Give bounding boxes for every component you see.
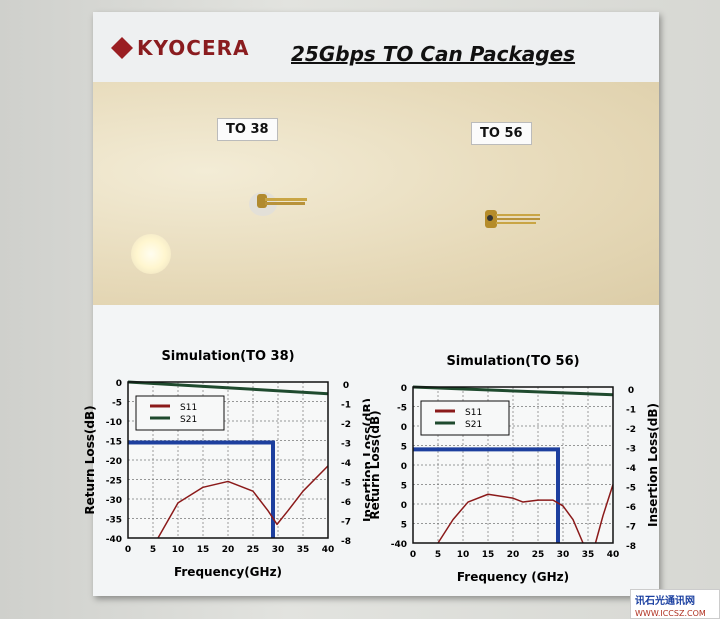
x-axis-label: Frequency (GHz) xyxy=(457,570,569,584)
x-tick-label: 30 xyxy=(272,545,285,555)
x-tick-label: 30 xyxy=(557,550,570,560)
y-tick-label: 5 xyxy=(401,443,407,453)
chart-title: Simulation(TO 38) xyxy=(161,349,294,364)
y-axis-label: Return Loss(dB) xyxy=(368,410,382,519)
y2-axis-label: Insertion Loss(dB) xyxy=(646,403,660,527)
watermark-url: WWW.ICCSZ.COM xyxy=(635,609,706,618)
chart-to38: Simulation(TO 38)0 5 10 15 20 25 30 35 400-5-10-… xyxy=(83,349,370,579)
chart-title: Simulation(TO 56) xyxy=(446,354,579,369)
watermark: 讯石光通讯网 WWW.ICCSZ.COM xyxy=(630,589,720,619)
x-tick-label: 15 xyxy=(197,545,210,555)
y2-tick-label: 0 xyxy=(343,381,349,391)
label-to56: TO 56 xyxy=(471,122,532,145)
y2-tick-label: -6 xyxy=(341,498,351,508)
y2-tick-label: -7 xyxy=(626,523,636,533)
x-tick-label: 40 xyxy=(607,550,620,560)
legend-box xyxy=(135,395,225,431)
logo-text: KYOCERA xyxy=(137,36,250,60)
y2-tick-label: -2 xyxy=(341,420,351,430)
legend-label: S11 xyxy=(180,403,197,413)
y2-tick-label: -5 xyxy=(341,479,351,489)
y2-tick-label: -1 xyxy=(626,406,636,416)
x-tick-label: 5 xyxy=(150,545,156,555)
y2-tick-label: -5 xyxy=(626,484,636,494)
series-s11 xyxy=(594,484,614,544)
series-s11 xyxy=(157,465,329,539)
y-tick-label: -20 xyxy=(106,457,122,467)
y-tick-label: -25 xyxy=(106,477,122,487)
kyocera-logo-icon xyxy=(111,37,133,59)
y-axis-label: Return Loss(dB) xyxy=(83,405,97,514)
plot-frame xyxy=(127,381,329,539)
y-tick-label: 5 xyxy=(401,521,407,531)
x-tick-label: 25 xyxy=(247,545,260,555)
series-s21 xyxy=(412,385,614,397)
y-tick-label: -15 xyxy=(106,438,122,448)
y-tick-label: 0 xyxy=(401,423,407,433)
y-tick-label: -5 xyxy=(112,399,122,409)
y-tick-label: -35 xyxy=(106,516,122,526)
x-tick-label: 25 xyxy=(532,550,545,560)
series-s11 xyxy=(437,493,584,544)
chart-to56: Simulation(TO 56) 0 5 10 15 20 25 30 35 40 0 -5 0 5 0 5… xyxy=(368,354,660,584)
display-board: KYOCERA 25Gbps TO Can Packages TO 38 TO … xyxy=(83,12,660,596)
x-axis-label: Frequency(GHz) xyxy=(174,565,282,579)
y2-tick-label: -3 xyxy=(626,445,636,455)
board-header: KYOCERA 25Gbps TO Can Packages xyxy=(93,12,659,83)
legend-label: S21 xyxy=(180,415,197,425)
y-tick-label: -5 xyxy=(397,404,407,414)
legend-label: S21 xyxy=(465,420,482,430)
y-tick-label: 0 xyxy=(401,384,407,394)
label-to38: TO 38 xyxy=(217,118,278,141)
y2-axis-label: Insertion Loss(dB) xyxy=(361,398,370,522)
board-title: 25Gbps TO Can Packages xyxy=(291,42,576,66)
y2-tick-label: -8 xyxy=(341,537,351,547)
x-tick-label: 10 xyxy=(172,545,185,555)
to56-package xyxy=(485,210,540,228)
product-photo-area: TO 38 TO 56 xyxy=(93,82,659,305)
y2-tick-label: -6 xyxy=(626,503,636,513)
y-tick-label: 0 xyxy=(116,379,122,389)
x-tick-label: 0 xyxy=(410,550,416,560)
x-tick-label: 10 xyxy=(457,550,470,560)
x-tick-label: 15 xyxy=(482,550,495,560)
y2-tick-label: -7 xyxy=(341,518,351,528)
to38-package xyxy=(249,192,307,216)
y-tick-label: 5 xyxy=(401,482,407,492)
y-tick-label: -40 xyxy=(106,535,122,545)
y2-tick-label: 0 xyxy=(628,386,634,396)
x-tick-label: 20 xyxy=(507,550,520,560)
y-tick-label: 0 xyxy=(401,462,407,472)
y2-tick-label: -4 xyxy=(626,464,636,474)
simulation-panel: Simulation(TO 38) 0 5 10 15 20 25 30 35 40 0 -5 -10-… xyxy=(83,305,660,596)
watermark-cn: 讯石光通讯网 xyxy=(635,596,695,607)
plot-frame xyxy=(412,386,614,544)
y2-tick-label: -8 xyxy=(626,542,636,552)
legend-box xyxy=(420,400,510,436)
x-tick-label: 20 xyxy=(222,545,235,555)
x-tick-label: 35 xyxy=(297,545,310,555)
y-tick-label: -30 xyxy=(106,496,122,506)
x-tick-label: 0 xyxy=(125,545,131,555)
mask-line xyxy=(128,440,275,538)
y-tick-label: -40 xyxy=(391,540,407,550)
y2-tick-label: -3 xyxy=(341,440,351,450)
x-tick-label: 40 xyxy=(322,545,335,555)
x-tick-label: 35 xyxy=(582,550,595,560)
y2-tick-label: -1 xyxy=(341,401,351,411)
x-tick-label: 5 xyxy=(435,550,441,560)
mask-line xyxy=(413,447,560,543)
series-s21 xyxy=(127,380,329,396)
kyocera-logo: KYOCERA xyxy=(111,36,250,60)
legend-label: S11 xyxy=(465,408,482,418)
y2-tick-label: -4 xyxy=(341,459,351,469)
y-tick-label: 0 xyxy=(401,501,407,511)
y-tick-label: -10 xyxy=(106,418,122,428)
light-reflection xyxy=(131,234,171,274)
y2-tick-label: -2 xyxy=(626,425,636,435)
